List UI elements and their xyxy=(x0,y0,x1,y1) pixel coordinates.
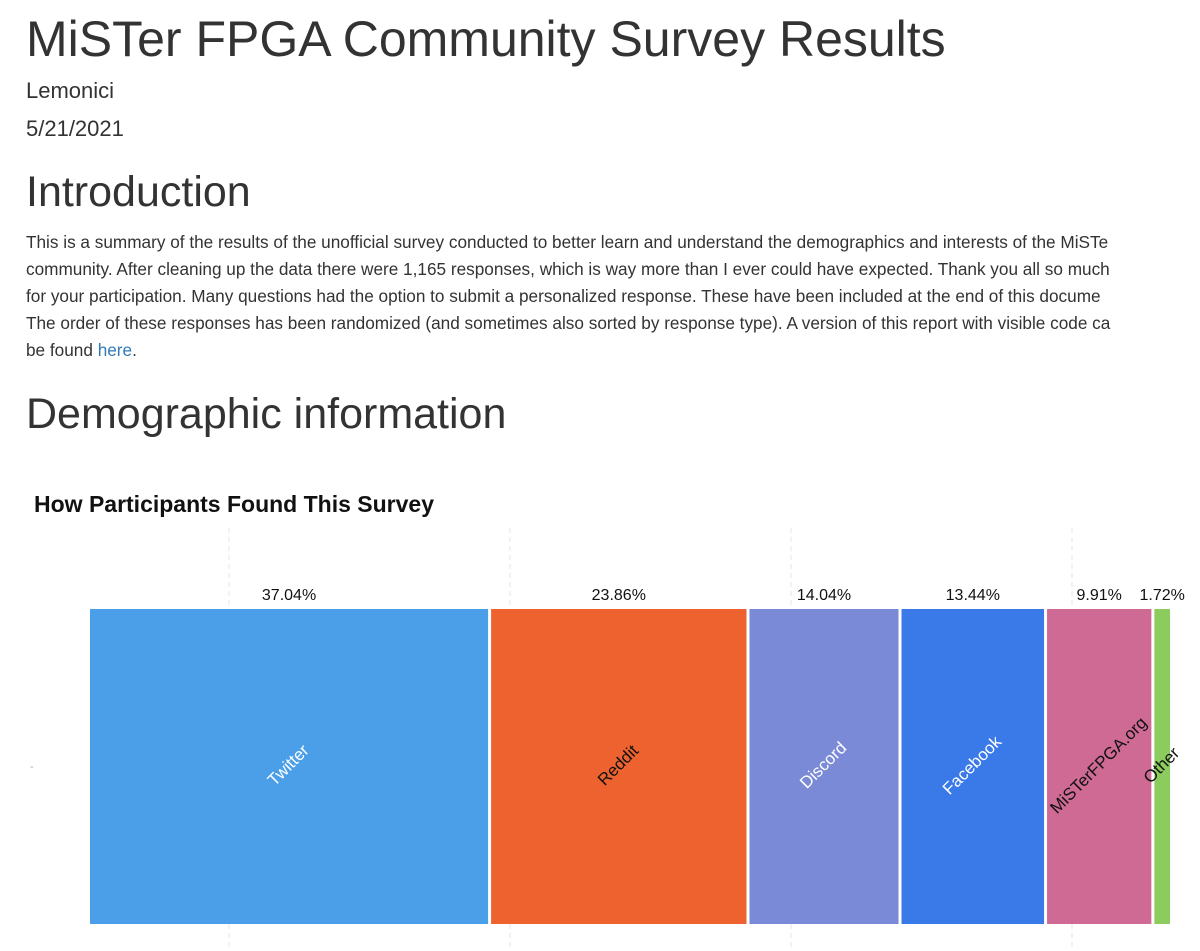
intro-line-5-suffix: . xyxy=(132,340,137,360)
bar-twitter xyxy=(90,609,489,924)
bar-reddit xyxy=(491,609,747,924)
survey-source-chart: How Participants Found This Survey - 37.… xyxy=(30,491,1185,951)
introduction-heading: Introduction xyxy=(26,168,251,216)
bar-other xyxy=(1154,609,1170,924)
intro-line-4: The order of these responses has been ra… xyxy=(26,313,1111,333)
intro-line-5-prefix: be found xyxy=(26,340,98,360)
report-title: MiSTer FPGA Community Survey Results xyxy=(26,11,946,67)
y-axis-tick-label: - xyxy=(30,761,34,773)
intro-line-2: community. After cleaning up the data th… xyxy=(26,259,1110,279)
code-report-link[interactable]: here xyxy=(97,340,133,360)
value-label-twitter: 37.04% xyxy=(262,587,316,604)
demographics-heading: Demographic information xyxy=(26,390,507,438)
bar-facebook xyxy=(901,609,1045,924)
intro-line-1: This is a summary of the results of the … xyxy=(26,232,1109,252)
bar-discord xyxy=(749,609,899,924)
value-label-discord: 14.04% xyxy=(797,587,851,604)
report-author: Lemonici xyxy=(26,78,115,103)
report-date: 5/21/2021 xyxy=(26,116,124,141)
value-label-other: 1.72% xyxy=(1140,587,1185,604)
value-label-misterfpga-org: 9.91% xyxy=(1077,587,1122,604)
introduction-paragraph: This is a summary of the results of the … xyxy=(26,229,1200,364)
intro-line-3: for your participation. Many questions h… xyxy=(26,286,1101,306)
value-label-reddit: 23.86% xyxy=(592,587,646,604)
chart-title: How Participants Found This Survey xyxy=(34,491,434,517)
chart-bars xyxy=(90,609,1170,924)
value-label-facebook: 13.44% xyxy=(946,587,1000,604)
bar-misterfpga-org xyxy=(1047,609,1152,924)
